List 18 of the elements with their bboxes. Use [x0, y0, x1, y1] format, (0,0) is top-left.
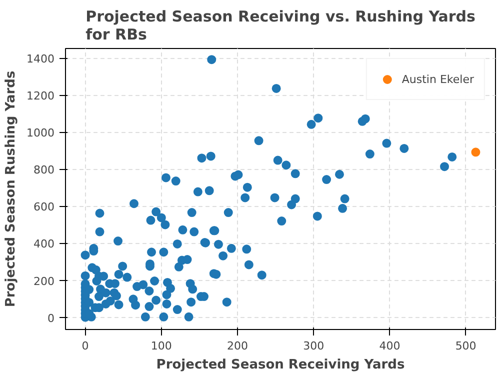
- x-tick-label: 200: [227, 340, 248, 352]
- y-tick-label: 200: [34, 274, 55, 288]
- y-tick-label: 1400: [26, 52, 55, 66]
- legend-label: Austin Ekeler: [402, 72, 474, 86]
- x-tick-label: 100: [150, 340, 172, 352]
- y-tick-label: 0: [48, 312, 54, 325]
- y-axis-title: Projected Season Rushing Yards: [4, 70, 19, 308]
- y-tick-label: 1000: [26, 126, 55, 140]
- y-tick-label: 400: [34, 238, 55, 251]
- x-axis-title: Projected Season Receiving Yards: [156, 358, 405, 372]
- x-tick-label: 0: [82, 340, 89, 352]
- x-tick-label: 500: [455, 340, 476, 352]
- y-tick-label: 800: [34, 164, 55, 177]
- y-tick-label: 600: [34, 200, 55, 214]
- chart-title: Projected Season Receiving vs. Rushing Yards for RBs: [86, 8, 476, 44]
- x-tick-label: 300: [303, 340, 324, 352]
- x-tick-label: 400: [379, 340, 400, 352]
- y-tick-label: 1200: [26, 90, 55, 103]
